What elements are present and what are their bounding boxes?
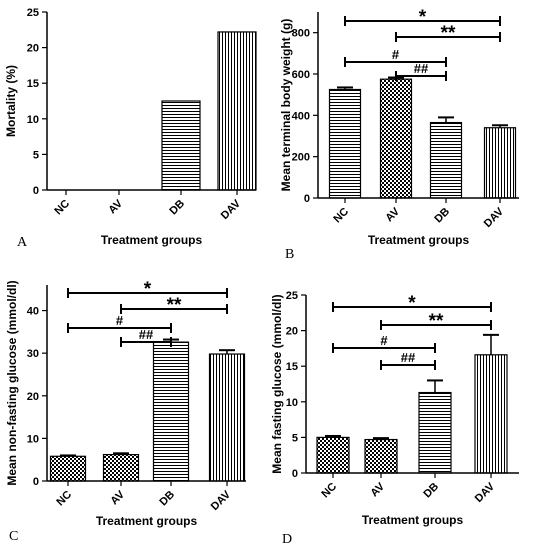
panel-letter: A — [17, 235, 28, 250]
y-tick-label: 800 — [292, 28, 310, 40]
significance-label: * — [419, 7, 427, 28]
bar-db — [429, 121, 463, 199]
y-tick-label: 400 — [292, 110, 310, 122]
y-tick-label: 15 — [27, 78, 39, 90]
y-tick-label: 30 — [27, 348, 39, 360]
panel-letter: B — [285, 247, 294, 262]
chart-panel-a: 0 5 10 15 20 25 NC AV DB DAV Treatment groups Morta… — [4, 7, 257, 250]
x-axis-title: Treatment groups — [96, 514, 198, 528]
y-tick-label: 0 — [304, 193, 310, 205]
y-tick-label: 10 — [27, 433, 39, 445]
y-tick-label: 20 — [27, 391, 39, 403]
x-tick-label-av: AV — [383, 205, 402, 224]
x-tick-label-av: AV — [368, 480, 387, 499]
bar-av — [379, 78, 413, 199]
bar-dav — [217, 31, 257, 191]
significance-label: ## — [139, 327, 154, 342]
x-tick-label-dav: DAV — [482, 205, 507, 230]
x-axis-title: Treatment groups — [101, 233, 203, 247]
significance-label: # — [380, 333, 388, 348]
significance-label: # — [392, 47, 400, 62]
x-tick-label-db: DB — [167, 198, 187, 218]
panel-letter: C — [9, 529, 18, 544]
x-tick-label-av: AV — [106, 197, 125, 216]
x-axis-title: Treatment groups — [362, 513, 464, 527]
significance-label: ** — [441, 23, 456, 44]
y-tick-label: 10 — [286, 397, 298, 409]
y-axis-title: Mean terminal body weight (g) — [279, 19, 293, 192]
y-tick-label: 40 — [27, 306, 39, 318]
chart-panel-c: 0 10 20 30 40 NC AV DB DAV Treatment groups Mean n… — [5, 279, 246, 544]
bar-av — [364, 438, 398, 474]
y-tick-label: 200 — [292, 152, 310, 164]
bar-db — [152, 341, 190, 482]
x-tick-label-dav: DAV — [219, 197, 244, 222]
y-tick-label: 5 — [292, 432, 298, 444]
x-tick-label-dav: DAV — [473, 480, 498, 505]
significance-label: # — [116, 313, 124, 328]
x-tick-label-dav: DAV — [209, 488, 234, 513]
x-tick-label-db: DB — [157, 489, 177, 509]
bar-nc — [328, 88, 362, 199]
x-tick-label-nc: NC — [319, 481, 339, 501]
y-axis-title: Mean non-fasting glucose (mmol/dl) — [5, 280, 19, 485]
y-tick-label: 20 — [286, 326, 298, 338]
significance-label: ** — [429, 311, 444, 332]
bar-nc — [49, 455, 87, 482]
bar-dav — [208, 353, 246, 482]
x-tick-label-nc: NC — [52, 198, 72, 218]
bar-nc — [316, 436, 350, 474]
significance-label: ** — [167, 295, 182, 316]
x-tick-label-nc: NC — [54, 489, 74, 509]
y-axis-title: Mean fasting glucose (mmol/dl) — [270, 294, 284, 473]
y-tick-label: 25 — [286, 290, 298, 302]
bar-av — [102, 453, 140, 482]
y-tick-label: 5 — [33, 149, 39, 161]
bar-dav — [483, 127, 517, 199]
y-tick-label: 20 — [27, 43, 39, 55]
significance-label: * — [144, 279, 152, 300]
bar-db — [418, 391, 452, 474]
bar-dav — [474, 354, 508, 474]
x-tick-label-db: DB — [432, 206, 452, 226]
x-axis-title: Treatment groups — [368, 233, 470, 247]
significance-label: * — [408, 293, 416, 314]
panel-letter: D — [282, 532, 292, 547]
y-tick-label: 0 — [33, 185, 39, 197]
y-tick-label: 0 — [292, 468, 298, 480]
x-tick-label-av: AV — [108, 488, 127, 507]
x-tick-label-db: DB — [421, 481, 441, 501]
significance-label: ## — [401, 350, 416, 365]
y-axis-title: Mortality (%) — [4, 65, 18, 137]
y-tick-label: 0 — [33, 476, 39, 488]
y-tick-label: 600 — [292, 69, 310, 81]
bar-db — [161, 100, 201, 191]
chart-panel-d: 0 5 10 15 20 25 NC AV DB DAV Treatment groups Mean … — [270, 290, 519, 547]
chart-panel-b: 0 200 400 600 800 NC AV DB DAV Treatment groups Me… — [279, 7, 519, 262]
y-tick-label: 25 — [27, 7, 39, 19]
x-tick-label-nc: NC — [331, 206, 351, 226]
y-tick-label: 10 — [27, 114, 39, 126]
significance-label: ## — [414, 61, 429, 76]
y-tick-label: 15 — [286, 361, 298, 373]
